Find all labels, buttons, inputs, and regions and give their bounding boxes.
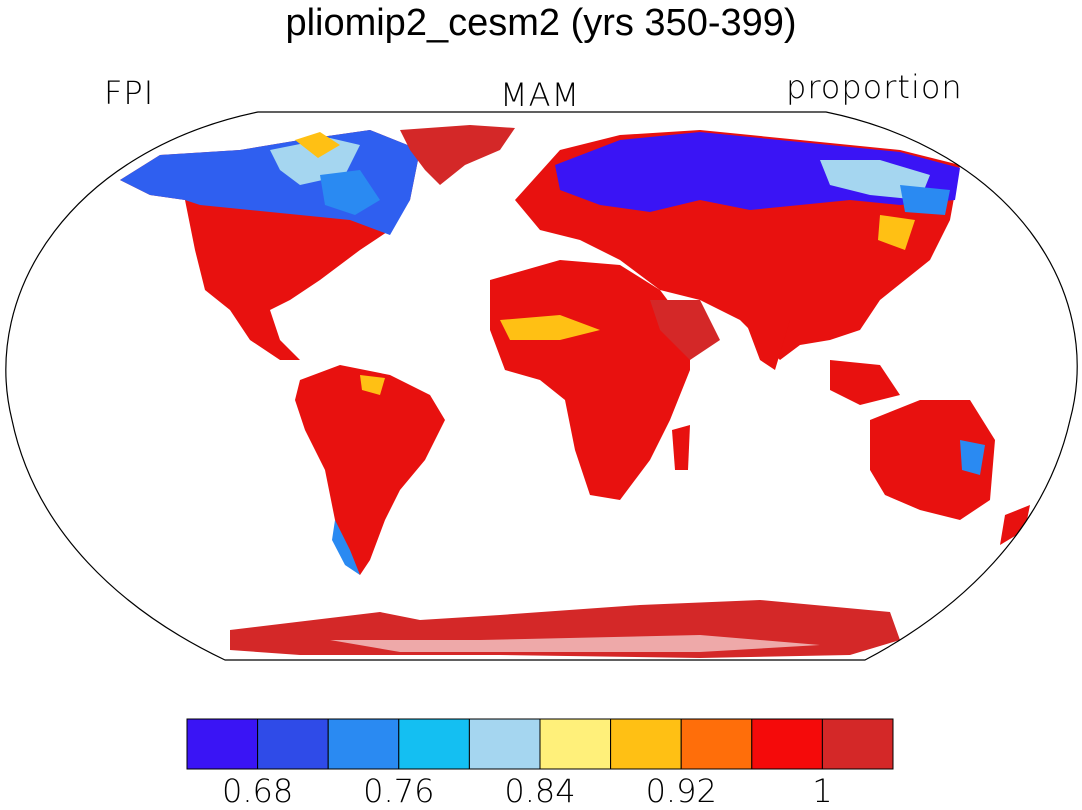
colorbar-swatch	[257, 718, 329, 770]
greenland-land	[400, 125, 515, 185]
units-label: proportion	[786, 68, 963, 106]
colorbar-swatch	[610, 718, 682, 770]
australia-land	[870, 400, 995, 520]
colorbar-swatch	[680, 718, 753, 770]
colorbar-swatch	[186, 718, 259, 770]
africa-land	[490, 260, 690, 500]
season-label: MAM	[500, 76, 581, 114]
colorbar-swatch	[751, 718, 823, 770]
colorbar-swatch	[821, 718, 894, 770]
colorbar	[186, 718, 894, 770]
colorbar-swatch	[327, 718, 400, 770]
colorbar-swatch	[468, 718, 541, 770]
world-map	[5, 111, 1078, 661]
colorbar-tick-label: 0.84	[504, 772, 576, 810]
colorbar-tick-label: 0.68	[221, 772, 294, 810]
colorbar-swatch	[539, 718, 612, 770]
colorbar-tick-label: 0.76	[363, 772, 435, 810]
south-america-land	[295, 365, 445, 575]
map-title: pliomip2_cesm2 (yrs 350-399)	[285, 2, 797, 44]
colorbar-swatch	[398, 718, 470, 770]
colorbar-tick-label: 0.92	[645, 772, 717, 810]
map-boundary	[5, 111, 1078, 661]
colorbar-tick-label: 1	[812, 772, 833, 810]
variable-label: FPI	[104, 74, 155, 112]
